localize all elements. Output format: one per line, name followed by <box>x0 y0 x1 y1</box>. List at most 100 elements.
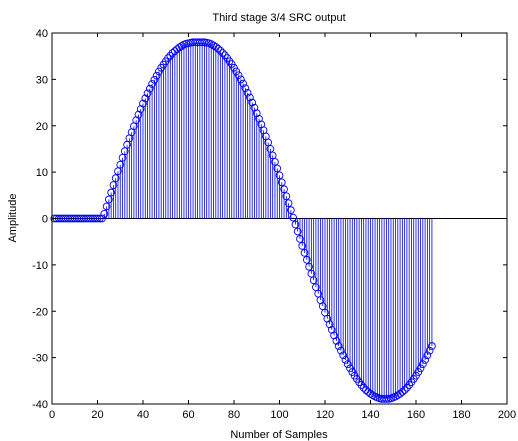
stem-marker <box>152 71 161 80</box>
x-axis-label: Number of Samples <box>230 429 328 441</box>
stem-marker <box>221 51 229 60</box>
x-tick-label: 140 <box>361 409 379 421</box>
y-axis-ticks: -40 -30 -20 -10 0 10 20 30 40 <box>32 28 507 411</box>
x-tick-label: 40 <box>137 409 149 421</box>
stem-marker <box>148 80 156 88</box>
stem-marker <box>282 192 291 201</box>
stem-marker <box>275 171 284 180</box>
stem-marker <box>289 213 298 222</box>
stem-marker <box>403 383 411 392</box>
stem-marker <box>339 351 348 360</box>
x-tick-label: 160 <box>407 409 425 421</box>
y-tick-label: 40 <box>36 28 48 40</box>
stem-marker <box>155 67 163 76</box>
stem-marker <box>348 368 357 376</box>
y-tick-label: -20 <box>32 306 48 318</box>
stem-marker <box>291 220 300 229</box>
stem-marker <box>396 389 404 398</box>
stem-marker <box>284 199 293 208</box>
x-tick-label: 180 <box>452 409 470 421</box>
stem-marker <box>214 44 222 53</box>
stem-marker <box>175 43 184 52</box>
stem-marker <box>109 181 118 189</box>
stem-marker <box>234 71 243 80</box>
stem-marker <box>332 337 341 345</box>
stem-marker <box>141 94 150 103</box>
stem-marker <box>280 185 288 194</box>
stem-marker <box>116 160 125 169</box>
x-tick-label: 60 <box>182 409 194 421</box>
stem-marker <box>416 364 425 373</box>
stem-marker <box>309 276 318 285</box>
y-tick-label: -40 <box>32 399 48 411</box>
stems <box>103 42 433 399</box>
y-tick-label: -30 <box>32 353 48 365</box>
stem-marker <box>139 99 147 108</box>
stem-marker <box>296 235 304 243</box>
stem-marker <box>111 174 120 183</box>
stem-marker <box>412 371 420 380</box>
chart-title: Third stage 3/4 SRC output <box>212 12 345 24</box>
y-axis-label: Amplitude <box>7 194 19 243</box>
x-axis-ticks: 0 20 40 60 80 100 120 140 160 180 200 <box>49 33 516 421</box>
stem-marker <box>107 188 116 197</box>
stem-marker <box>236 75 245 84</box>
stem-marker <box>168 49 177 57</box>
stem-marker <box>239 79 247 88</box>
stem-marker <box>230 63 238 72</box>
stem-marker <box>400 386 409 394</box>
stem-marker <box>211 43 220 51</box>
stem-marker <box>232 67 241 76</box>
stem-marker <box>414 368 423 376</box>
stem-marker <box>362 386 370 394</box>
stem-marker <box>355 378 363 387</box>
stem-marker <box>391 392 400 401</box>
stem-marker <box>425 346 434 355</box>
stem-marker <box>98 214 106 223</box>
stem-marker <box>341 356 350 364</box>
stem-marker <box>287 206 295 215</box>
stem-marker <box>418 360 427 368</box>
stem-marker <box>105 195 113 204</box>
stem-marker <box>171 47 179 55</box>
y-tick-label: 30 <box>36 74 48 86</box>
stem-marker <box>100 210 109 218</box>
stem-marker <box>305 262 313 271</box>
stem-marker <box>337 346 345 355</box>
stem-marker <box>166 51 175 60</box>
stem-marker <box>334 342 343 350</box>
stem-marker <box>246 93 254 102</box>
stem-marker <box>150 75 159 84</box>
stem-marker <box>277 178 286 187</box>
stem-marker <box>346 364 354 373</box>
stem-marker <box>143 89 152 98</box>
stem-marker <box>343 360 352 368</box>
stem-marker <box>241 84 250 93</box>
stem-marker <box>405 381 414 389</box>
y-tick-label: -10 <box>32 260 48 272</box>
stem-marker <box>95 214 104 223</box>
x-tick-label: 80 <box>228 409 240 421</box>
y-tick-label: 0 <box>42 214 48 226</box>
x-tick-label: 200 <box>498 409 516 421</box>
stem-marker <box>421 356 429 364</box>
stem-marker <box>93 214 102 223</box>
stem-marker <box>298 242 307 250</box>
stem-marker <box>423 351 432 360</box>
stem-marker <box>428 342 436 350</box>
stem-marker <box>207 40 216 48</box>
stem-marker <box>300 248 309 257</box>
y-tick-label: 10 <box>36 167 48 179</box>
stem-marker <box>293 227 302 236</box>
stem-marker <box>225 57 234 66</box>
stem-marker <box>357 381 366 389</box>
stem-marker <box>164 54 172 62</box>
stem-marker <box>216 46 225 55</box>
x-tick-label: 100 <box>270 409 288 421</box>
stem-marker <box>227 60 236 68</box>
stem-marker <box>273 164 282 173</box>
stem-marker <box>145 84 154 93</box>
x-tick-label: 120 <box>316 409 334 421</box>
stem-marker <box>102 202 111 211</box>
